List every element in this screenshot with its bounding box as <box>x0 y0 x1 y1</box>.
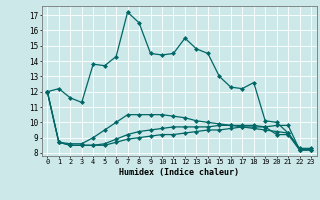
X-axis label: Humidex (Indice chaleur): Humidex (Indice chaleur) <box>119 168 239 177</box>
